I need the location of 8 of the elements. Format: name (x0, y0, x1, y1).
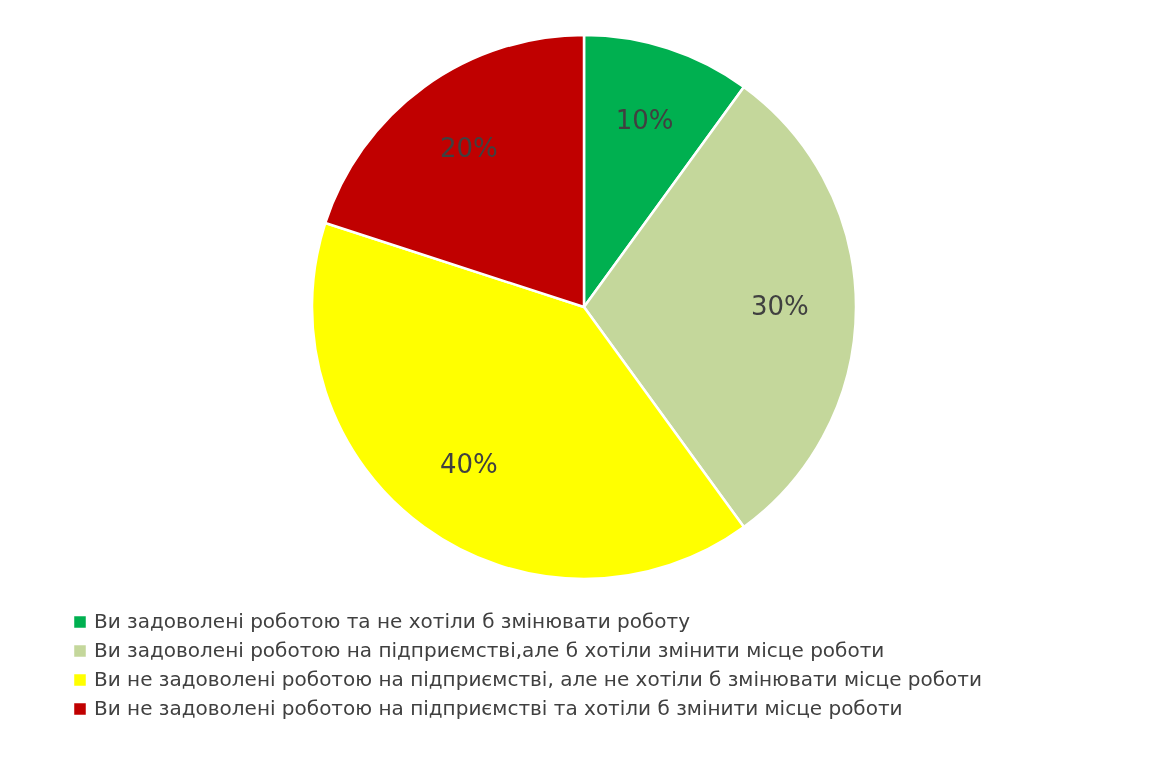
data-label: 40% (439, 449, 498, 480)
data-label: 30% (750, 291, 809, 321)
data-label: 10% (615, 104, 674, 135)
legend-label: Ви не задоволені роботою на підприємстві, але не хотіли б змінювати місце роботи (94, 667, 982, 691)
legend-label: Ви не задоволені роботою на підприємстві та хотіли б змінити місце роботи (94, 696, 903, 720)
legend-label: Ви задоволені роботою на підприємстві,але б хотіли змінити місце роботи (94, 638, 885, 662)
data-label: 20% (439, 132, 498, 163)
legend-label: Ви задоволені роботою та не хотіли б змінювати роботу (94, 609, 691, 633)
